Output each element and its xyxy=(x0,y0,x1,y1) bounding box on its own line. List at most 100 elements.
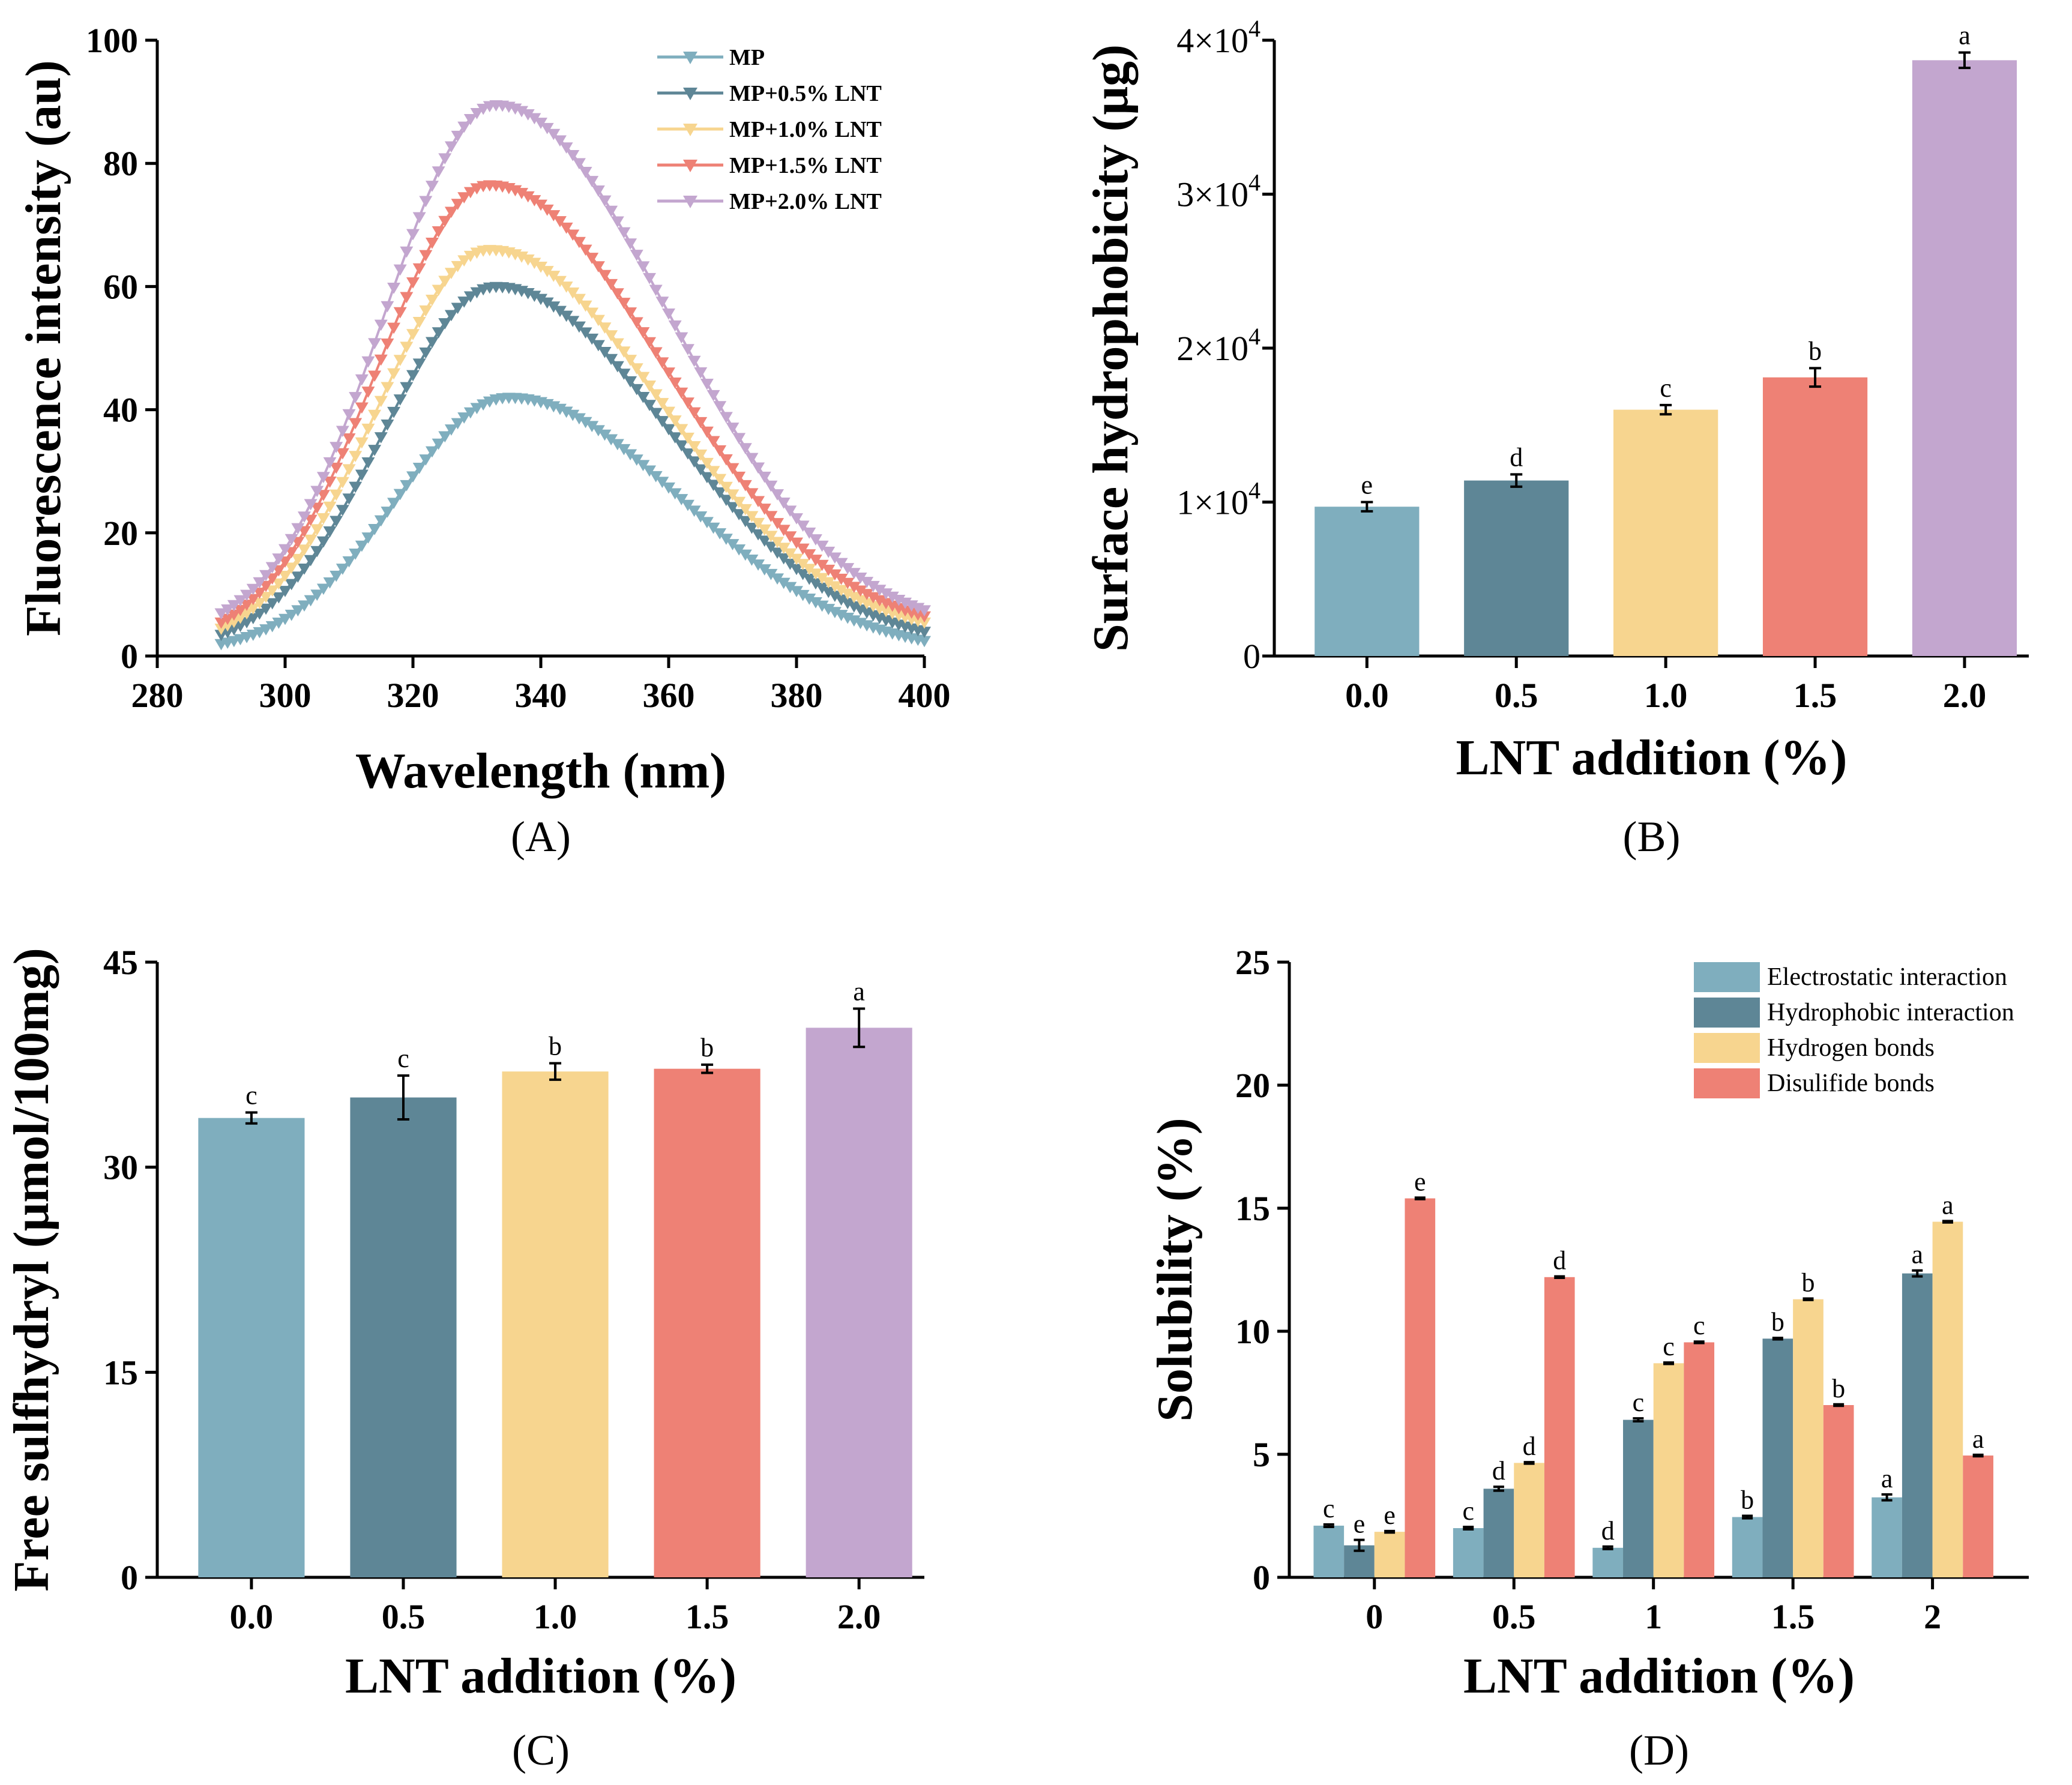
data-point xyxy=(828,569,842,581)
data-point xyxy=(706,466,720,478)
data-point xyxy=(713,474,727,486)
data-point xyxy=(540,266,554,277)
error-bar xyxy=(1772,1337,1783,1341)
data-point xyxy=(624,376,637,388)
data-point xyxy=(783,582,797,594)
data-point xyxy=(668,377,682,389)
data-point xyxy=(515,106,529,118)
data-point xyxy=(803,594,816,605)
bar xyxy=(1963,1455,1993,1577)
data-point xyxy=(610,216,624,228)
data-point xyxy=(240,600,254,611)
data-point xyxy=(764,568,778,580)
error-bar xyxy=(1384,1529,1396,1534)
data-point xyxy=(387,322,401,334)
data-point xyxy=(918,611,931,623)
data-point xyxy=(330,489,343,501)
data-point xyxy=(297,600,311,612)
data-point xyxy=(604,330,618,342)
data-point xyxy=(559,281,573,293)
y-axis-title: Fluorescence intensity (au) xyxy=(16,60,71,636)
data-point xyxy=(451,199,465,210)
legend-label: MP xyxy=(729,45,765,70)
data-point xyxy=(559,310,573,322)
x-tick-label: 300 xyxy=(259,676,312,715)
data-point xyxy=(438,215,452,227)
data-point xyxy=(387,368,401,380)
data-point xyxy=(463,407,477,419)
data-point xyxy=(336,477,349,489)
data-point xyxy=(425,294,439,306)
data-point xyxy=(368,370,382,382)
legend-label: Hydrogen bonds xyxy=(1767,1034,1935,1062)
data-point xyxy=(745,522,759,534)
data-point xyxy=(617,227,631,239)
data-point xyxy=(585,307,599,319)
data-point xyxy=(732,471,746,483)
data-point xyxy=(361,532,375,544)
data-point xyxy=(470,403,484,415)
legend-marker xyxy=(683,160,697,172)
data-point xyxy=(591,315,605,327)
data-point xyxy=(668,488,682,500)
data-point xyxy=(662,367,675,379)
data-point xyxy=(227,624,241,636)
data-point xyxy=(796,559,810,570)
legend-swatch xyxy=(1694,962,1760,992)
data-point xyxy=(681,448,694,460)
x-tick-label: 2.0 xyxy=(1943,676,1987,715)
data-point xyxy=(259,570,273,582)
data-point xyxy=(547,210,561,221)
data-point xyxy=(681,397,694,409)
data-point xyxy=(444,206,458,218)
data-point xyxy=(355,437,369,449)
data-point xyxy=(649,347,663,359)
significance-letter: c xyxy=(1663,1332,1675,1361)
data-point xyxy=(240,617,254,628)
error-bar xyxy=(1463,1525,1474,1531)
error-bar xyxy=(1660,403,1672,416)
data-point xyxy=(265,573,279,585)
data-point xyxy=(655,296,669,308)
data-point xyxy=(240,589,254,601)
bar xyxy=(350,1097,457,1577)
data-point xyxy=(330,516,343,528)
legend-swatch xyxy=(1694,1033,1760,1063)
data-point xyxy=(757,524,771,536)
bar xyxy=(1653,1363,1684,1577)
data-point xyxy=(604,205,618,217)
data-point xyxy=(630,363,643,375)
data-point xyxy=(649,408,663,420)
data-point xyxy=(624,355,637,366)
data-point xyxy=(790,537,803,549)
bar xyxy=(1793,1299,1824,1577)
data-point xyxy=(706,390,720,402)
data-point xyxy=(432,226,445,238)
panel-label: (A) xyxy=(511,813,571,861)
significance-letter: a xyxy=(1912,1240,1924,1269)
data-point xyxy=(304,555,318,567)
data-point xyxy=(361,423,375,435)
data-point xyxy=(381,507,394,518)
data-point xyxy=(643,381,657,392)
data-point xyxy=(885,591,899,603)
data-point xyxy=(918,627,931,638)
data-point xyxy=(553,216,567,227)
data-point xyxy=(438,318,452,330)
data-point xyxy=(425,238,439,249)
data-point xyxy=(291,553,305,565)
data-point xyxy=(272,553,286,565)
data-point xyxy=(873,595,887,607)
data-point xyxy=(649,471,663,483)
data-point xyxy=(406,329,420,340)
data-point xyxy=(368,338,382,350)
y-tick-label: 25 xyxy=(1235,943,1270,982)
data-point xyxy=(604,278,618,290)
data-point xyxy=(393,264,407,276)
data-point xyxy=(610,361,624,373)
data-point xyxy=(572,236,586,248)
data-point xyxy=(777,543,791,554)
data-point xyxy=(463,113,477,125)
error-bar xyxy=(1414,1196,1426,1200)
data-point xyxy=(457,296,471,308)
